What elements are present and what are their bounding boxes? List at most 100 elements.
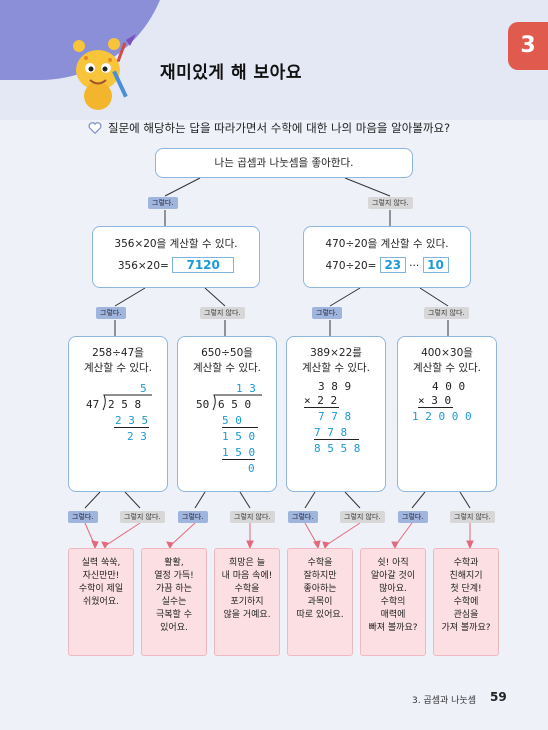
card-line: 있어요. bbox=[160, 623, 188, 633]
expression-right: 470÷20= bbox=[325, 260, 377, 272]
no-label: 그렇지 않다. bbox=[368, 197, 413, 209]
no-label: 그렇지 않다. bbox=[450, 511, 495, 523]
question-2-line1: 650÷50을 bbox=[201, 347, 253, 359]
calc2-dividend: 6 5 0 bbox=[218, 398, 252, 411]
calc4-result: 1 2 0 0 0 bbox=[412, 410, 472, 423]
card-line: 수학이 제일 bbox=[78, 584, 124, 594]
no-label: 그렇지 않다. bbox=[230, 511, 275, 523]
question-3-line1: 389×22를 bbox=[310, 347, 362, 359]
result-card-4: 수학을 잘하지만 좋아하는 과목이 따로 있어요. bbox=[287, 548, 353, 656]
calc3-partial2: 7 7 8 bbox=[314, 426, 360, 440]
root-question-box: 나는 곱셈과 나눗셈을 좋아한다. bbox=[155, 148, 413, 178]
card-line: 수학을 bbox=[307, 558, 333, 568]
root-question: 나는 곱셈과 나눗셈을 좋아한다. bbox=[214, 157, 354, 169]
calc1-remainder: 2 3 bbox=[127, 430, 147, 443]
card-line: 쉿! 아직 bbox=[377, 558, 409, 568]
card-line: 수학을 bbox=[234, 584, 260, 594]
expression-left: 356×20= bbox=[117, 260, 169, 272]
answer-row-left: 356×20= 7120 bbox=[93, 257, 259, 273]
result-card-5: 쉿! 아직 알아갈 것이 많아요. 수학의 매력에 빠져 볼까요? bbox=[360, 548, 426, 656]
no-label: 그렇지 않다. bbox=[424, 307, 469, 319]
question-4-line1: 400×30을 bbox=[421, 347, 473, 359]
card-line: 실수는 bbox=[161, 597, 187, 607]
calc1-dividend: 2 5 8 bbox=[108, 398, 142, 411]
calc2-step1: 5 0 bbox=[222, 414, 258, 428]
card-line: 수학과 bbox=[453, 558, 479, 568]
card-line: 쉬웠어요. bbox=[83, 597, 119, 607]
calc2-step3: 1 5 0 bbox=[222, 446, 256, 460]
no-label: 그렇지 않다. bbox=[120, 511, 165, 523]
answer-row-right: 470÷20= 23 ··· 10 bbox=[304, 257, 470, 273]
question-2-line2: 계산할 수 있다. bbox=[193, 362, 261, 374]
question-3-line2: 계산할 수 있다. bbox=[302, 362, 370, 374]
calc4-multiplicand: 4 0 0 bbox=[432, 380, 466, 393]
card-line: 매력에 bbox=[380, 610, 406, 620]
card-line: 열정 가득! bbox=[154, 571, 194, 581]
page-number: 59 bbox=[490, 690, 507, 704]
card-line: 수학의 bbox=[380, 597, 406, 607]
yes-label: 그렇다. bbox=[68, 511, 98, 523]
card-line: 활활, bbox=[164, 558, 184, 568]
result-card-2: 활활, 열정 가득! 가끔 하는 실수는 극복할 수 있어요. bbox=[141, 548, 207, 656]
yes-label: 그렇다. bbox=[178, 511, 208, 523]
remainder-field[interactable]: 10 bbox=[422, 257, 449, 273]
division-bracket-icon bbox=[212, 394, 262, 411]
question-box-right: 470÷20을 계산할 수 있다. 470÷20= 23 ··· 10 bbox=[303, 226, 471, 288]
card-line: 관심을 bbox=[453, 610, 479, 620]
card-line: 친해지기 bbox=[449, 571, 483, 581]
question-box-1: 258÷47을 계산할 수 있다. bbox=[68, 336, 168, 492]
question-box-3: 389×22를 계산할 수 있다. bbox=[286, 336, 386, 492]
instruction-text: 질문에 해당하는 답을 따라가면서 수학에 대한 나의 마음을 알아볼까요? bbox=[108, 121, 451, 135]
instruction: 질문에 해당하는 답을 따라가면서 수학에 대한 나의 마음을 알아볼까요? bbox=[88, 120, 450, 136]
question-right: 470÷20을 계산할 수 있다. bbox=[325, 238, 449, 250]
calc1-sub: 2 3 5 bbox=[114, 414, 150, 428]
question-1-line1: 258÷47을 bbox=[92, 347, 144, 359]
calc3-multiplicand: 3 8 9 bbox=[318, 380, 352, 393]
card-line: 첫 단계! bbox=[450, 584, 482, 594]
card-line: 알아갈 것이 bbox=[370, 571, 416, 581]
result-card-1: 실력 쑥쑥, 자신만만! 수학이 제일 쉬웠어요. bbox=[68, 548, 134, 656]
card-line: 실력 쑥쑥, bbox=[81, 558, 121, 568]
question-left: 356×20을 계산할 수 있다. bbox=[114, 238, 238, 250]
mascot-icon bbox=[73, 34, 136, 110]
yes-label: 그렇다. bbox=[96, 307, 126, 319]
calc1-quotient: 5 bbox=[140, 382, 147, 395]
card-line: 자신만만! bbox=[82, 571, 120, 581]
chapter-tab[interactable]: 3 bbox=[508, 22, 548, 70]
card-line: 좋아하는 bbox=[303, 584, 337, 594]
result-card-3: 희망은 늘 내 마음 속에! 수학을 포기하지 않을 거예요. bbox=[214, 548, 280, 656]
question-box-4: 400×30을 계산할 수 있다. bbox=[397, 336, 497, 492]
card-line: 과목이 bbox=[307, 597, 333, 607]
quotient-field[interactable]: 23 bbox=[379, 257, 406, 273]
card-line: 수학에 bbox=[453, 597, 479, 607]
card-line: 따로 있어요. bbox=[296, 610, 344, 620]
footer-chapter: 3. 곱셈과 나눗셈 bbox=[412, 696, 476, 706]
card-line: 포기하지 bbox=[230, 597, 264, 607]
card-line: 가져 볼까요? bbox=[441, 623, 491, 633]
yes-label: 그렇다. bbox=[398, 511, 428, 523]
card-line: 희망은 늘 bbox=[229, 558, 265, 568]
no-label: 그렇지 않다. bbox=[200, 307, 245, 319]
calc2-divisor: 50 bbox=[196, 398, 210, 411]
heart-icon bbox=[88, 122, 102, 135]
card-line: 않을 거예요. bbox=[223, 610, 271, 620]
result-card-6: 수학과 친해지기 첫 단계! 수학에 관심을 가져 볼까요? bbox=[433, 548, 499, 656]
no-label: 그렇지 않다. bbox=[340, 511, 385, 523]
yes-label: 그렇다. bbox=[148, 197, 178, 209]
calc1-divisor: 47 bbox=[86, 398, 100, 411]
card-line: 잘하지만 bbox=[303, 571, 337, 581]
yes-label: 그렇다. bbox=[288, 511, 318, 523]
calc3-partial1: 7 7 8 bbox=[318, 410, 352, 423]
question-4-line2: 계산할 수 있다. bbox=[413, 362, 481, 374]
calc2-remainder: 0 bbox=[248, 462, 255, 475]
calc4-multiplier: × 3 0 bbox=[418, 394, 454, 408]
card-line: 가끔 하는 bbox=[156, 584, 192, 594]
card-line: 많아요. bbox=[379, 584, 407, 594]
question-box-left: 356×20을 계산할 수 있다. 356×20= 7120 bbox=[92, 226, 260, 288]
card-line: 내 마음 속에! bbox=[221, 571, 273, 581]
division-bracket-icon bbox=[102, 394, 152, 411]
calc3-multiplier: × 2 2 bbox=[304, 394, 340, 408]
ellipsis: ··· bbox=[409, 260, 420, 272]
answer-field-left[interactable]: 7120 bbox=[172, 257, 235, 273]
